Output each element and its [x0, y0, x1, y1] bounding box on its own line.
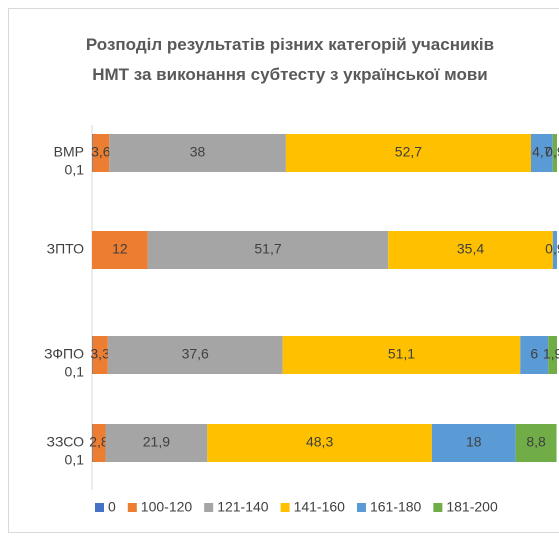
legend-swatch	[433, 503, 443, 512]
bar-segment	[92, 134, 110, 172]
legend-swatch	[95, 503, 104, 512]
data-label: 1,9	[543, 346, 559, 362]
data-label: 3,3	[90, 346, 110, 362]
bar-segment	[207, 424, 432, 462]
bar-segment	[552, 231, 557, 269]
data-label: 4,7	[532, 144, 552, 160]
bar-segment	[92, 336, 108, 374]
legend-swatch	[356, 503, 366, 512]
bar-segment	[520, 336, 549, 374]
data-label: 6	[530, 346, 538, 362]
data-label: 48,3	[306, 434, 333, 450]
data-label: 2,8	[89, 434, 109, 450]
bar-segment	[388, 231, 553, 269]
chart-frame	[8, 8, 559, 533]
bar-segment	[552, 134, 557, 172]
data-label: 0,1	[65, 452, 85, 468]
data-label: 0,9	[545, 144, 559, 160]
data-label: 12	[112, 241, 128, 257]
y-tick-label: ВМР	[54, 144, 84, 160]
bar-segment	[107, 336, 283, 374]
legend-label: 0	[108, 499, 116, 515]
bar-segment	[105, 424, 208, 462]
y-tick-label: ЗЗСО	[47, 434, 85, 450]
data-label: 35,4	[457, 241, 484, 257]
data-label: 0,9	[545, 241, 559, 257]
legend-label: 121-140	[217, 499, 269, 515]
legend-swatch	[280, 503, 290, 512]
data-label: 38	[190, 144, 206, 160]
data-label: 18	[466, 434, 482, 450]
bar-segment	[92, 424, 106, 462]
bar-segment	[92, 231, 148, 269]
data-label: 8,8	[526, 434, 546, 450]
chart-title: Розподіл результатів різних категорій уч…	[85, 35, 495, 84]
bar-segment	[109, 134, 286, 172]
data-label: 51,7	[254, 241, 281, 257]
bar-segment	[548, 336, 557, 374]
y-tick-label: ЗПТО	[47, 241, 84, 257]
bar-segment	[515, 424, 557, 462]
data-label: 0,1	[65, 162, 85, 178]
y-tick-label: ЗФПО	[44, 346, 84, 362]
legend-label: 161-180	[370, 499, 422, 515]
data-label: 51,1	[388, 346, 415, 362]
legend-label: 141-160	[294, 499, 346, 515]
legend-swatch	[204, 503, 214, 512]
legend-swatch	[127, 503, 137, 512]
legend-label: 181-200	[446, 499, 498, 515]
bar-segment	[282, 336, 521, 374]
bar-segment	[285, 134, 531, 172]
bar-segment	[431, 424, 516, 462]
data-label: 37,6	[182, 346, 209, 362]
data-label: 0,1	[65, 364, 85, 380]
data-label: 52,7	[395, 144, 422, 160]
data-label: 3,6	[91, 144, 111, 160]
bar-segment	[530, 134, 553, 172]
bar-segment	[147, 231, 389, 269]
legend-label: 100-120	[141, 499, 193, 515]
data-label: 21,9	[143, 434, 170, 450]
